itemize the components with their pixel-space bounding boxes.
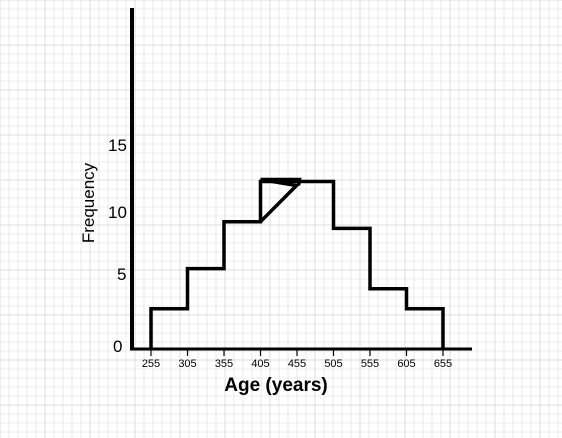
hand-drawn-stroke <box>259 177 302 223</box>
histogram-bin-3 <box>224 222 261 349</box>
y-axis-label: Frequency <box>79 162 98 243</box>
y-tick-label: 10 <box>108 203 127 222</box>
histogram-bin-7 <box>370 289 407 349</box>
histogram-bin-8 <box>407 309 444 349</box>
x-tick-label: 355 <box>215 358 233 370</box>
x-tick-label: 255 <box>142 358 160 370</box>
x-tick-label: 405 <box>251 358 269 370</box>
x-tick-label: 455 <box>288 358 306 370</box>
x-tick-labels: 255 305 355 405 455 505 555 605 655 <box>142 358 452 370</box>
y-tick-label: 15 <box>108 136 127 155</box>
histogram-bin-6 <box>334 228 371 349</box>
histogram-bin-1 <box>151 309 188 349</box>
x-tick-label: 555 <box>361 358 379 370</box>
histogram-bin-2 <box>188 269 225 349</box>
y-tick-labels: 0 5 10 15 <box>108 136 127 356</box>
x-axis-label: Age (years) <box>224 375 328 396</box>
x-tick-label: 505 <box>324 358 342 370</box>
histogram-bin-4 <box>261 182 298 350</box>
y-tick-label: 5 <box>117 265 126 284</box>
x-tick-label: 655 <box>434 358 452 370</box>
x-tick-label: 305 <box>178 358 196 370</box>
y-tick-label: 0 <box>113 337 122 356</box>
x-tick-label: 605 <box>397 358 415 370</box>
x-tick-marks <box>150 348 444 356</box>
histogram-outline <box>149 177 445 350</box>
histogram-outline-path <box>149 179 445 349</box>
histogram-bin-5 <box>297 182 334 350</box>
